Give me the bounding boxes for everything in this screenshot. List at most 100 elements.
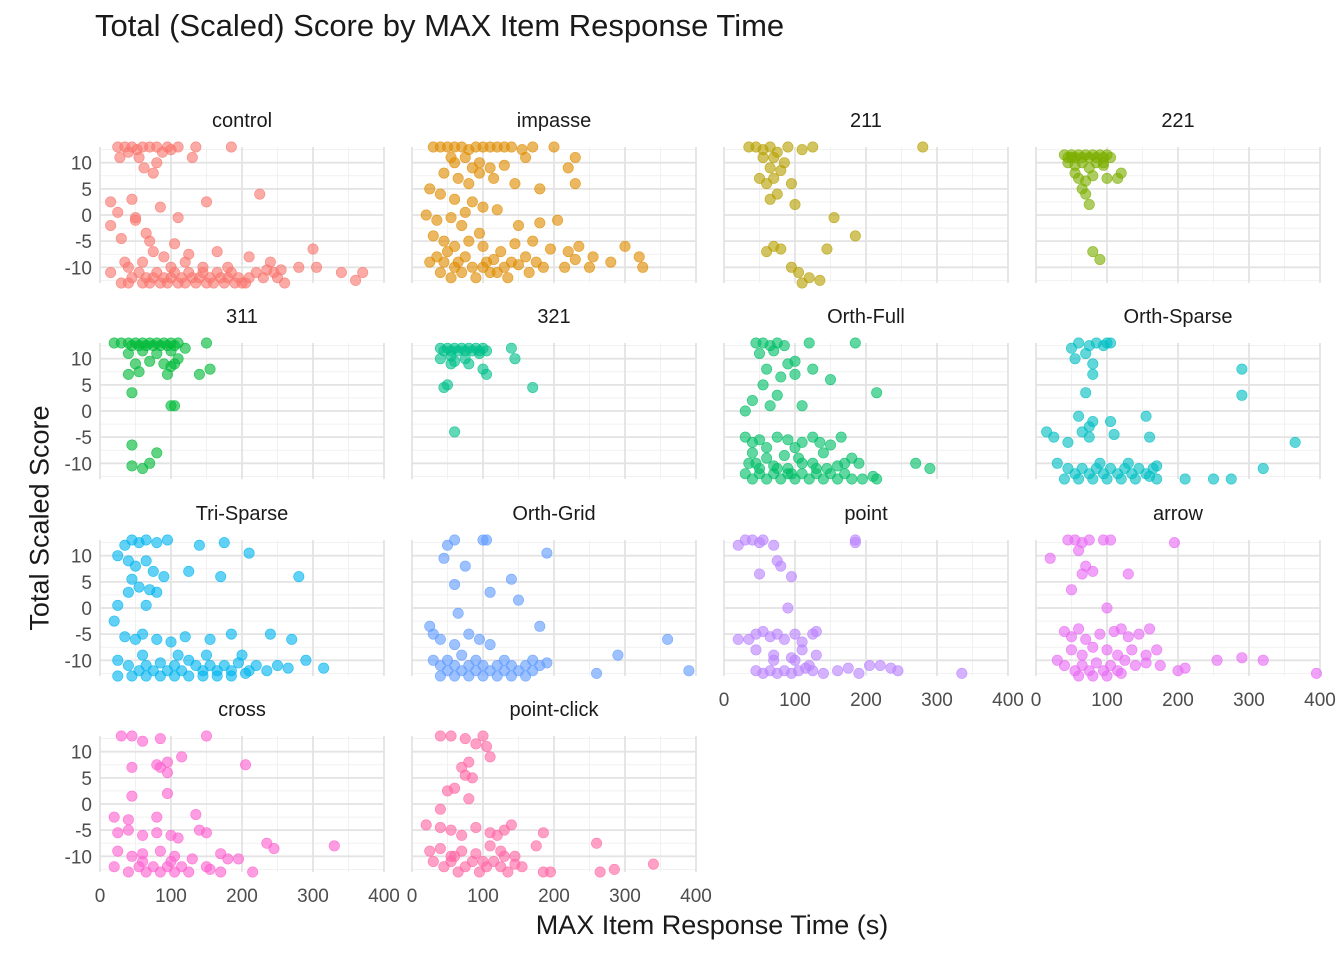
data-point <box>1076 649 1088 661</box>
data-point <box>505 141 517 153</box>
data-point <box>186 151 198 163</box>
data-point <box>477 856 489 868</box>
x-tick-label: 300 <box>1233 690 1265 711</box>
data-point <box>1101 602 1113 614</box>
data-point <box>520 251 532 263</box>
data-point <box>218 537 230 549</box>
data-point <box>438 256 450 268</box>
data-point <box>509 178 521 190</box>
data-point <box>732 633 744 645</box>
y-tick-label: -10 <box>65 258 92 279</box>
data-point <box>1101 172 1113 184</box>
data-point <box>544 243 556 255</box>
data-point <box>1062 436 1074 448</box>
data-point <box>803 660 815 672</box>
y-tick-label: 0 <box>81 599 92 620</box>
data-point <box>864 660 876 672</box>
data-point <box>137 856 149 868</box>
facet-strip-label: Orth-Full <box>827 306 905 328</box>
data-point <box>1105 415 1117 427</box>
data-point <box>892 665 904 677</box>
data-point <box>782 434 794 446</box>
data-point <box>1105 337 1117 349</box>
data-point <box>527 235 539 247</box>
data-point <box>357 267 369 279</box>
data-point <box>137 735 149 747</box>
data-point <box>1115 167 1127 179</box>
data-point <box>112 827 124 839</box>
data-point <box>527 654 539 666</box>
data-point <box>544 866 556 878</box>
data-point <box>1129 473 1141 485</box>
data-point <box>764 400 776 412</box>
data-point <box>1122 568 1134 580</box>
data-point <box>1151 460 1163 472</box>
data-point <box>1058 473 1070 485</box>
data-point <box>240 759 252 771</box>
data-point <box>165 261 177 273</box>
data-point <box>158 251 170 263</box>
data-point <box>240 667 252 679</box>
data-point <box>232 853 244 865</box>
x-tick-label: 300 <box>609 886 641 907</box>
data-point <box>1208 473 1220 485</box>
data-point <box>122 866 134 878</box>
data-point <box>537 827 549 839</box>
data-point <box>318 662 330 674</box>
y-tick-label: -5 <box>75 625 92 646</box>
facet-strip-label: impasse <box>517 110 591 132</box>
data-point <box>778 340 790 352</box>
data-point <box>236 649 248 661</box>
data-point <box>796 144 808 156</box>
data-point <box>456 649 468 661</box>
data-point <box>502 272 514 284</box>
x-tick-label: 200 <box>850 690 882 711</box>
data-point <box>470 654 482 666</box>
y-tick-label: 10 <box>71 350 92 371</box>
data-point <box>438 167 450 179</box>
data-point <box>140 670 152 682</box>
data-point <box>1087 415 1099 427</box>
data-point <box>1168 537 1180 549</box>
data-point <box>105 196 117 208</box>
data-point <box>505 573 517 585</box>
data-point <box>1087 670 1099 682</box>
facet-strip-label: 211 <box>850 110 882 132</box>
data-point <box>633 251 645 263</box>
data-point <box>122 814 134 826</box>
data-point <box>328 840 340 852</box>
data-point <box>1069 353 1081 365</box>
data-point <box>169 670 181 682</box>
data-point <box>466 261 478 273</box>
facet-strip-label: 311 <box>226 306 258 328</box>
facet-panel-321: 321 <box>411 306 697 479</box>
data-point <box>1257 654 1269 666</box>
data-point <box>144 457 156 469</box>
data-point <box>172 649 184 661</box>
data-point <box>502 866 514 878</box>
data-point <box>335 267 347 279</box>
data-point <box>126 730 138 742</box>
y-tick-label: -5 <box>75 232 92 253</box>
x-tick-label: 0 <box>95 886 106 907</box>
data-point <box>1087 170 1099 182</box>
data-point <box>264 628 276 640</box>
data-point <box>438 552 450 564</box>
data-point <box>1080 633 1092 645</box>
data-point <box>463 235 475 247</box>
data-point <box>459 560 471 572</box>
y-tick-label: 10 <box>71 743 92 764</box>
data-point <box>434 842 446 854</box>
data-point <box>552 214 564 226</box>
data-point <box>126 761 138 773</box>
data-point <box>835 431 847 443</box>
data-point <box>537 261 549 273</box>
data-point <box>108 811 120 823</box>
facet-panel-311: 311 -10 -5 0 5 10 <box>65 306 385 479</box>
data-point <box>161 534 173 546</box>
data-point <box>112 845 124 857</box>
data-point <box>427 230 439 242</box>
data-point <box>1236 652 1248 664</box>
data-point <box>856 473 868 485</box>
x-tick-label: 400 <box>680 886 712 907</box>
